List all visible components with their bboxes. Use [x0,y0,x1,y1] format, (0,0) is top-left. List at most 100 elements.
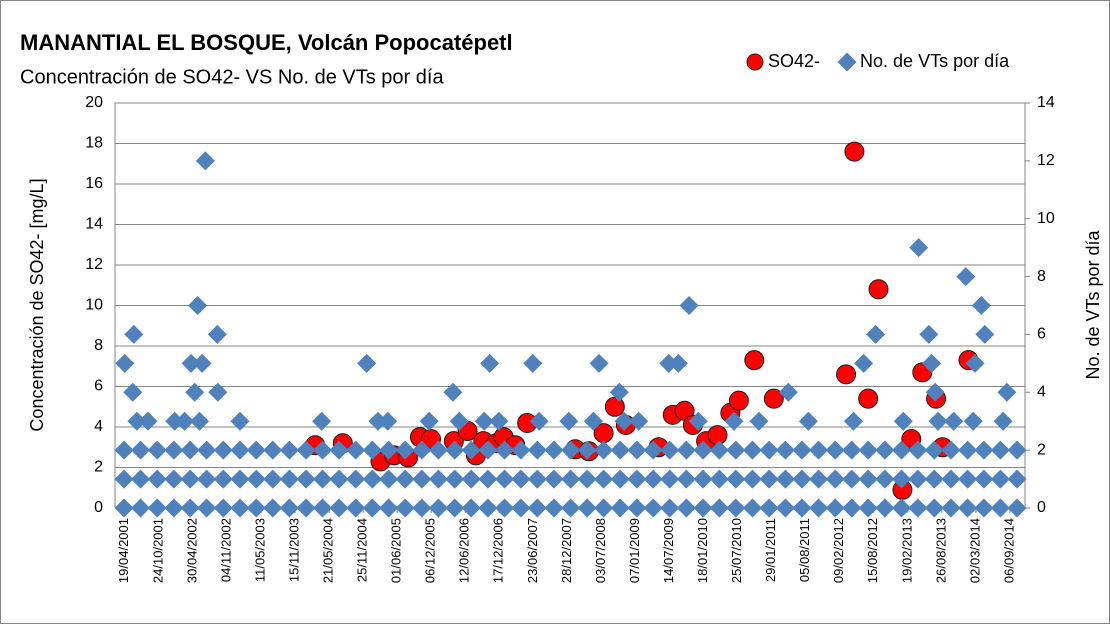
data-point [693,440,713,460]
y2-tick-label: 14 [1037,94,1055,111]
data-point [825,469,845,489]
x-tick-label: 15/11/2003 [286,518,301,582]
data-point [924,469,944,489]
data-point [1007,498,1027,518]
data-point [676,498,696,518]
data-point [759,440,779,460]
data-point [379,469,399,489]
data-point [742,498,762,518]
data-point [313,469,333,489]
data-point [445,440,465,460]
data-point [190,411,210,431]
data-point [378,411,398,431]
data-point [975,324,995,344]
data-point [131,498,151,518]
data-point [742,440,762,460]
data-point [208,382,228,402]
data-point [610,498,630,518]
data-point [449,411,469,431]
data-point [379,498,399,518]
data-point [993,411,1013,431]
data-point [230,440,250,460]
data-point [114,469,134,489]
data-point [798,411,818,431]
data-point [627,440,647,460]
legend-marker [746,53,764,71]
data-point [395,440,415,460]
data-point [688,411,708,431]
data-point [296,469,316,489]
data-point [213,469,233,489]
data-point [941,440,961,460]
data-point [329,440,349,460]
x-tick-label: 29/01/2011 [763,518,778,582]
data-point [908,440,928,460]
data-point [868,279,889,300]
data-point [263,440,283,460]
data-point [188,296,208,315]
data-point [131,440,151,460]
data-point [875,440,895,460]
y-tick-label: 18 [85,135,103,152]
data-point [668,353,688,373]
data-point [858,440,878,460]
data-point [709,498,729,518]
data-point [489,411,509,431]
data-point [676,440,696,460]
data-point [164,440,184,460]
data-point [480,353,500,373]
data-point [443,382,463,402]
data-point [958,469,978,489]
data-point [842,498,862,518]
data-point [778,382,798,402]
data-point [941,469,961,489]
data-point [207,324,227,344]
data-point [495,440,515,460]
data-point [842,469,862,489]
x-tick-label: 06/12/2005 [423,518,438,583]
data-point [495,469,515,489]
x-tick-label: 19/02/2013 [899,518,914,583]
data-point [1007,440,1027,460]
data-point [561,440,581,460]
data-point [495,498,515,518]
data-point [577,440,597,460]
data-point [707,425,728,446]
x-tick-label: 15/08/2012 [865,518,880,583]
x-tick-label: 12/06/2006 [457,518,472,583]
legend-label: SO42- [768,51,820,71]
data-point [412,469,432,489]
data-point [594,440,614,460]
data-point [792,440,812,460]
data-point [230,411,250,431]
y-tick-label: 4 [94,418,103,435]
data-point [659,353,679,373]
data-point [726,440,746,460]
x-tick-label: 26/08/2013 [933,518,948,583]
data-point [527,469,547,489]
data-point [544,440,564,460]
data-point [728,390,749,411]
data-point [792,498,812,518]
x-tick-label: 18/01/2010 [695,518,710,583]
data-point [395,469,415,489]
data-point [529,411,549,431]
y-tick-label: 8 [94,337,103,354]
data-point [230,498,250,518]
data-point [742,469,762,489]
data-point [676,469,696,489]
data-point [759,498,779,518]
data-point [763,388,784,409]
y-tick-label: 2 [94,459,103,476]
data-point [974,469,994,489]
data-point [660,498,680,518]
data-point [908,498,928,518]
data-point [825,498,845,518]
data-point [511,469,531,489]
y-tick-label: 16 [85,175,103,192]
y-tick-label: 6 [94,378,103,395]
data-point [346,440,366,460]
data-point [445,469,465,489]
data-point [825,440,845,460]
